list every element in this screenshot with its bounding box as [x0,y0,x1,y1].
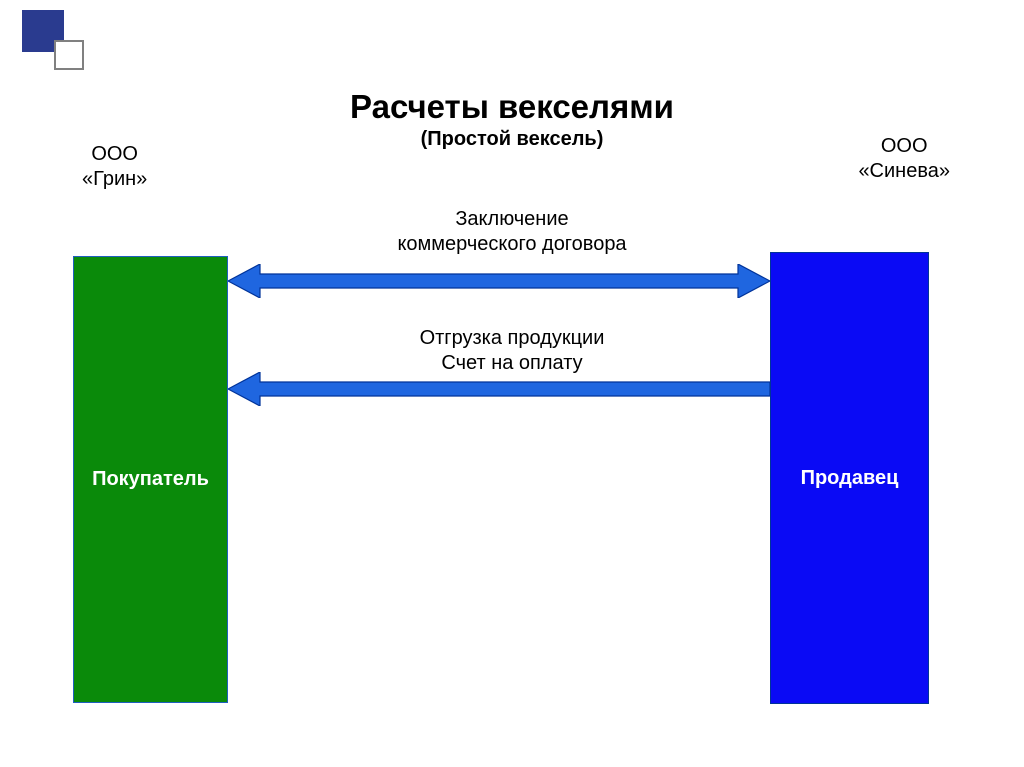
arrow-left-icon [228,372,770,406]
arrow1-label: Заключениекоммерческого договора [0,207,1024,257]
arrow-double-icon [228,264,770,298]
main-title: Расчеты векселями [0,88,1024,126]
seller-label: Продавец [801,467,899,490]
right-entity-name: ООО«Синева» [858,134,950,184]
seller-box: Продавец [770,252,929,704]
buyer-box: Покупатель [73,256,228,703]
buyer-label: Покупатель [92,468,209,491]
corner-square-outline [54,40,84,70]
arrow2-label: Отгрузка продукцииСчет на оплату [0,326,1024,376]
left-entity-name: ООО«Грин» [82,142,147,192]
